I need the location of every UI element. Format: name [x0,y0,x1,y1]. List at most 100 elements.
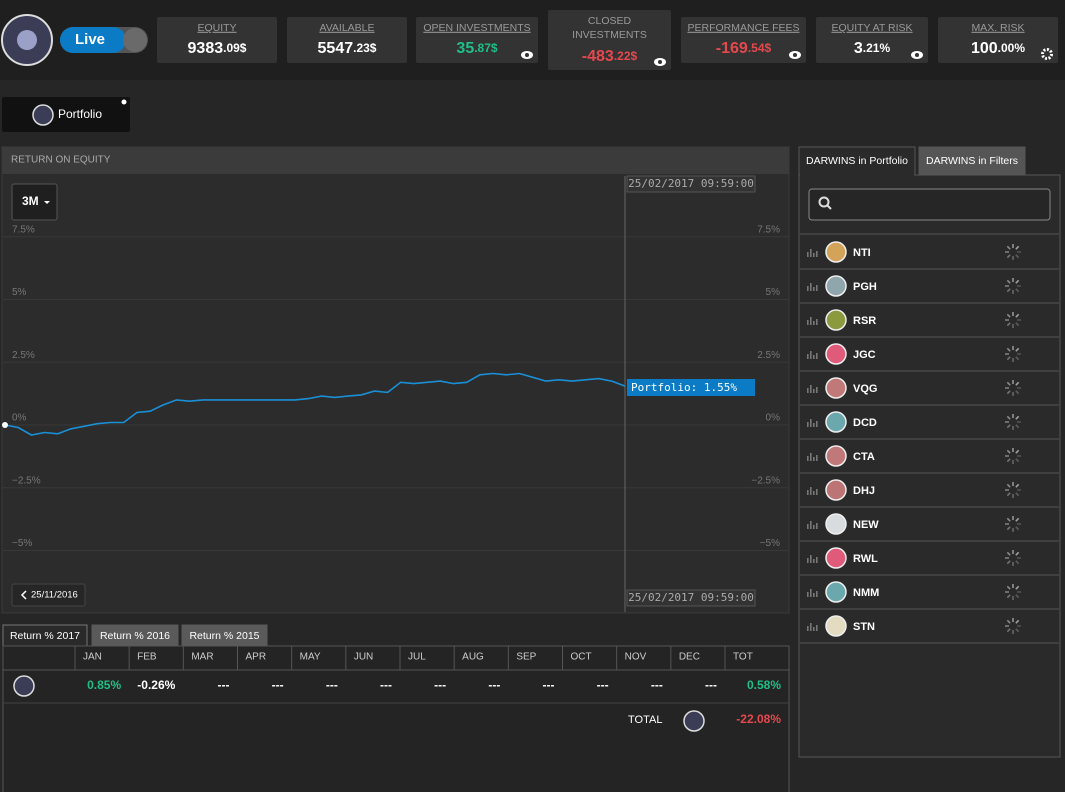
live-toggle-on [60,27,126,53]
chart-icon-bar [816,353,818,359]
return-cell: 0.58% [747,678,781,692]
return-cell: -0.26% [137,678,175,692]
search-box[interactable] [808,188,1051,221]
stat-frac: .21% [863,41,891,55]
spinner-tick [1006,551,1011,556]
stat-value: 9383.09$ [188,40,247,57]
chart-icon-bar [816,387,818,393]
spinner-tick [1015,449,1020,454]
stat-value: 5547.23$ [318,40,377,57]
darwin-color [825,513,847,535]
chart-icon-bar [810,317,812,325]
search-icon-handle [826,204,832,210]
y-tick-label-right: 0% [766,413,781,424]
spinner-tick [1015,322,1020,327]
range-label: 3M [22,194,39,208]
gear-icon[interactable] [1041,48,1053,60]
stat-int: 100 [971,40,998,57]
chart-icon-bar [807,252,809,257]
chart-icon-bar [810,555,812,563]
column-header: JUN [354,652,373,663]
spinner-tick [1006,347,1011,352]
spinner-tick [1015,551,1020,556]
total-label: TOTAL [628,714,662,726]
back-button[interactable] [11,583,86,607]
spinner-tick [1015,483,1020,488]
darwin-color [825,241,847,263]
stat-box [816,17,928,63]
timestamp: 25/02/2017 09:59:00 [628,177,754,190]
return-cell: --- [488,678,500,692]
chart-icon-bar [816,251,818,257]
caret [44,201,50,204]
stat-int: 9383 [188,40,224,57]
returns-tab-label: Return % 2015 [189,630,259,642]
spinner-tick [1015,526,1020,531]
darwins-panel [798,174,1061,758]
chart-icon-bar [813,559,815,563]
stat-int: 35 [456,40,474,57]
y-tick-label-right: 5% [766,287,781,298]
spinner-tick [1015,381,1020,386]
row-icon [13,675,35,697]
y-tick-label-right: −5% [760,538,780,549]
stat-value: 100.00% [971,40,1025,57]
return-cell: --- [272,678,284,692]
stat-frac: .54$ [748,41,772,55]
darwin-color [825,411,847,433]
chart-icon-bar [807,320,809,325]
darwins-tab-label: DARWINS in Portfolio [806,155,908,167]
chart-icon-bar [810,283,812,291]
timestamp-box [626,589,756,607]
tab-joiner [800,173,914,177]
return-cell: --- [543,678,555,692]
chart-icon-bar [816,455,818,461]
stat-frac: .09$ [223,41,247,55]
total-value: -22.08% [736,712,781,726]
return-cell: --- [597,678,609,692]
return-cell: --- [326,678,338,692]
spinner-tick [1006,492,1011,497]
timestamp: 25/02/2017 09:59:00 [628,591,754,604]
portfolio-label: Portfolio [58,107,102,121]
spinner-tick [1006,628,1011,633]
chart-icon-bar [807,626,809,631]
stat-frac: .87$ [474,41,498,55]
stat-label: EQUITY AT RISK [831,22,912,34]
stat-frac: .22$ [614,49,638,63]
stat-label: MAX. RISK [971,22,1024,34]
chart-icon-bar [810,385,812,393]
stat-value: -169.54$ [716,40,772,57]
portfolio-tab[interactable] [2,97,130,132]
spinner-tick [1015,492,1020,497]
darwin-color [825,309,847,331]
spinner-tick [1006,449,1011,454]
darwin-color [825,547,847,569]
spinner-tick [1015,254,1020,259]
column-header: APR [246,652,267,663]
darwins-tab-label: DARWINS in Filters [926,155,1018,167]
column-header: JAN [83,652,102,663]
spinner-tick [1015,560,1020,565]
back-arrow [20,590,27,600]
stat-label: AVAILABLE [319,22,374,34]
darwin-name: DHJ [853,485,875,497]
stat-label: INVESTMENTS [572,29,647,41]
darwin-color [825,615,847,637]
darwin-name: DCD [853,417,877,429]
eye-pupil [793,53,797,57]
stat-box [416,17,538,63]
darwins-tab[interactable] [918,146,1026,176]
column-header: MAY [300,652,321,663]
stat-label: EQUITY [197,22,236,34]
darwin-name: RWL [853,553,878,565]
eye-pupil [525,53,529,57]
spinner-tick [1015,594,1020,599]
chart-icon-bar [810,521,812,529]
chart-icon-bar [816,285,818,291]
chart-icon-bar [816,591,818,597]
column-header: MAR [191,652,213,663]
range-button[interactable] [11,183,58,221]
spinner-tick [1015,458,1020,463]
stat-int: -483 [582,48,614,65]
